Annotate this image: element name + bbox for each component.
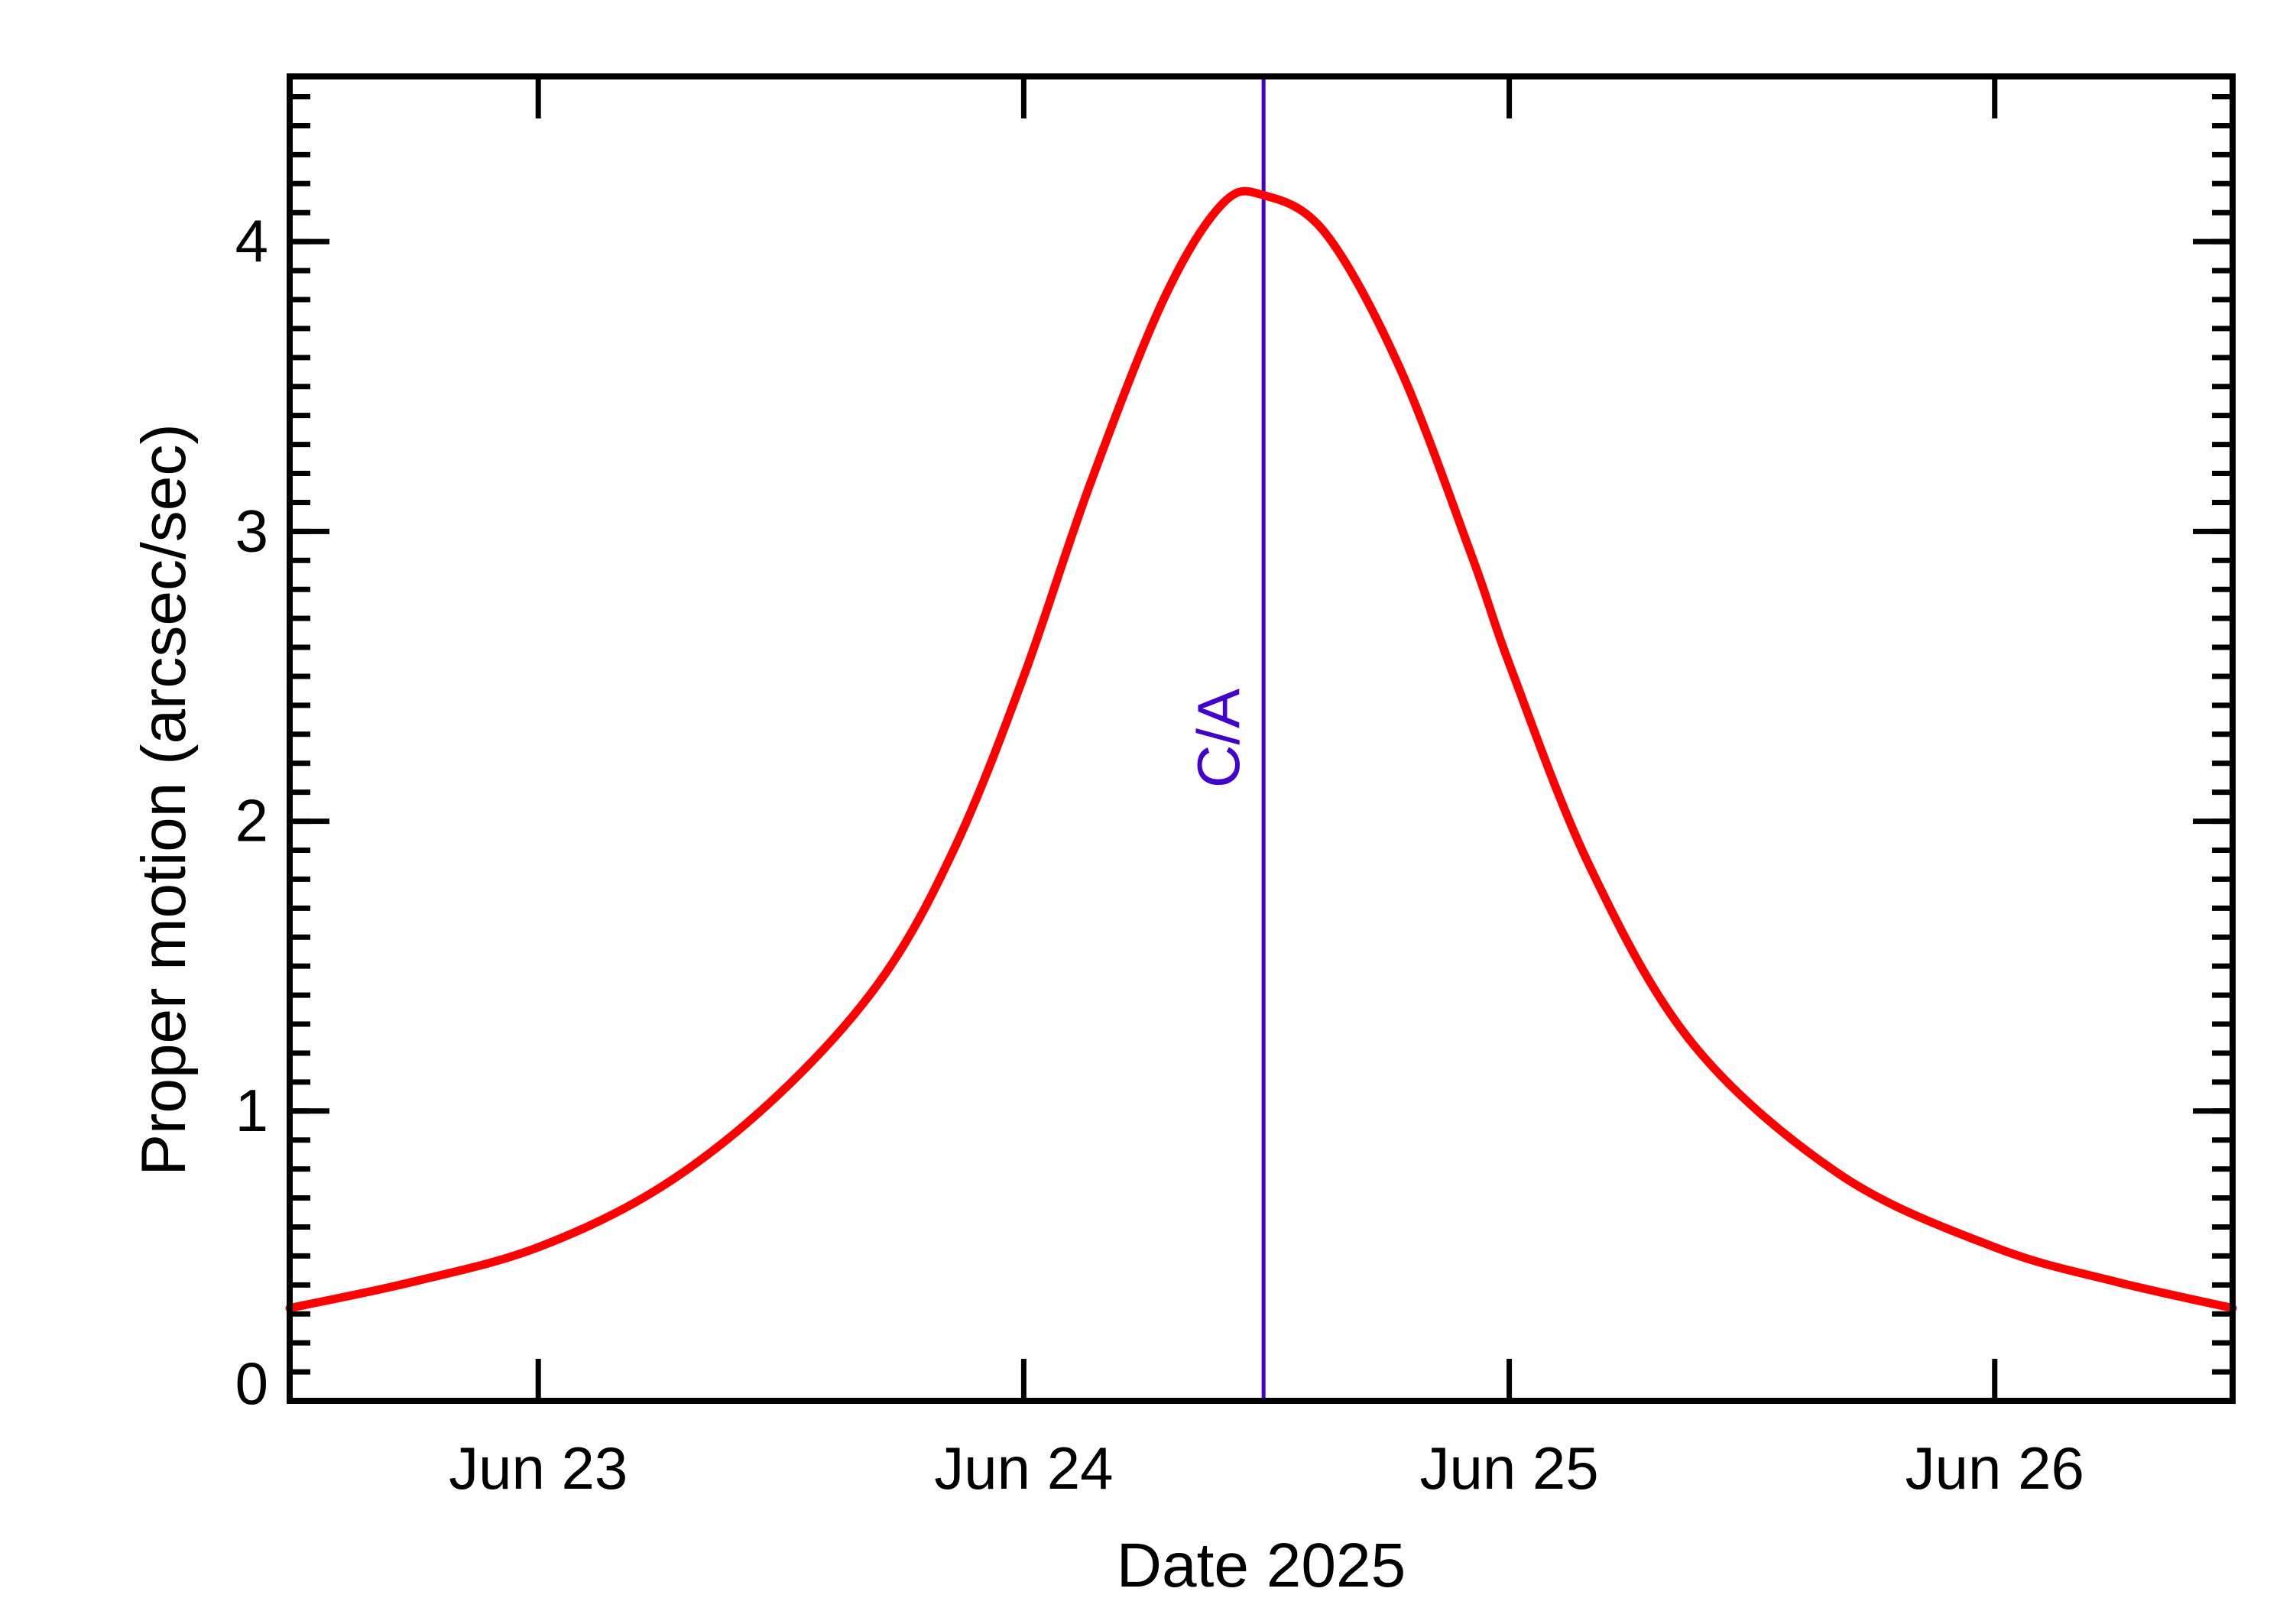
y-tick-labels: 0 1 2 3 4 <box>235 207 268 1417</box>
x-tick-label: Jun 23 <box>449 1434 628 1502</box>
y-tick-label: 3 <box>235 497 268 564</box>
y-minor-ticks <box>290 94 2233 1404</box>
y-tick-label: 0 <box>235 1350 268 1417</box>
y-tick-label: 2 <box>235 787 268 854</box>
x-tick-label: Jun 25 <box>1419 1434 1598 1502</box>
axis-major-ticks <box>290 76 2233 1404</box>
closest-approach-label: C/A <box>1185 689 1252 788</box>
y-axis-title: Proper motion (arcsec/sec) <box>129 423 199 1175</box>
y-tick-label: 4 <box>235 207 268 274</box>
x-tick-label: Jun 26 <box>1905 1434 2084 1502</box>
y-tick-label: 1 <box>235 1077 268 1144</box>
x-axis-title: Date 2025 <box>1117 1531 1406 1600</box>
x-tick-label: Jun 24 <box>934 1434 1113 1502</box>
plot-frame <box>287 73 2236 1404</box>
proper-motion-curve <box>285 186 2237 1313</box>
x-tick-labels: Jun 23 Jun 24 Jun 25 Jun 26 <box>449 1434 2084 1502</box>
